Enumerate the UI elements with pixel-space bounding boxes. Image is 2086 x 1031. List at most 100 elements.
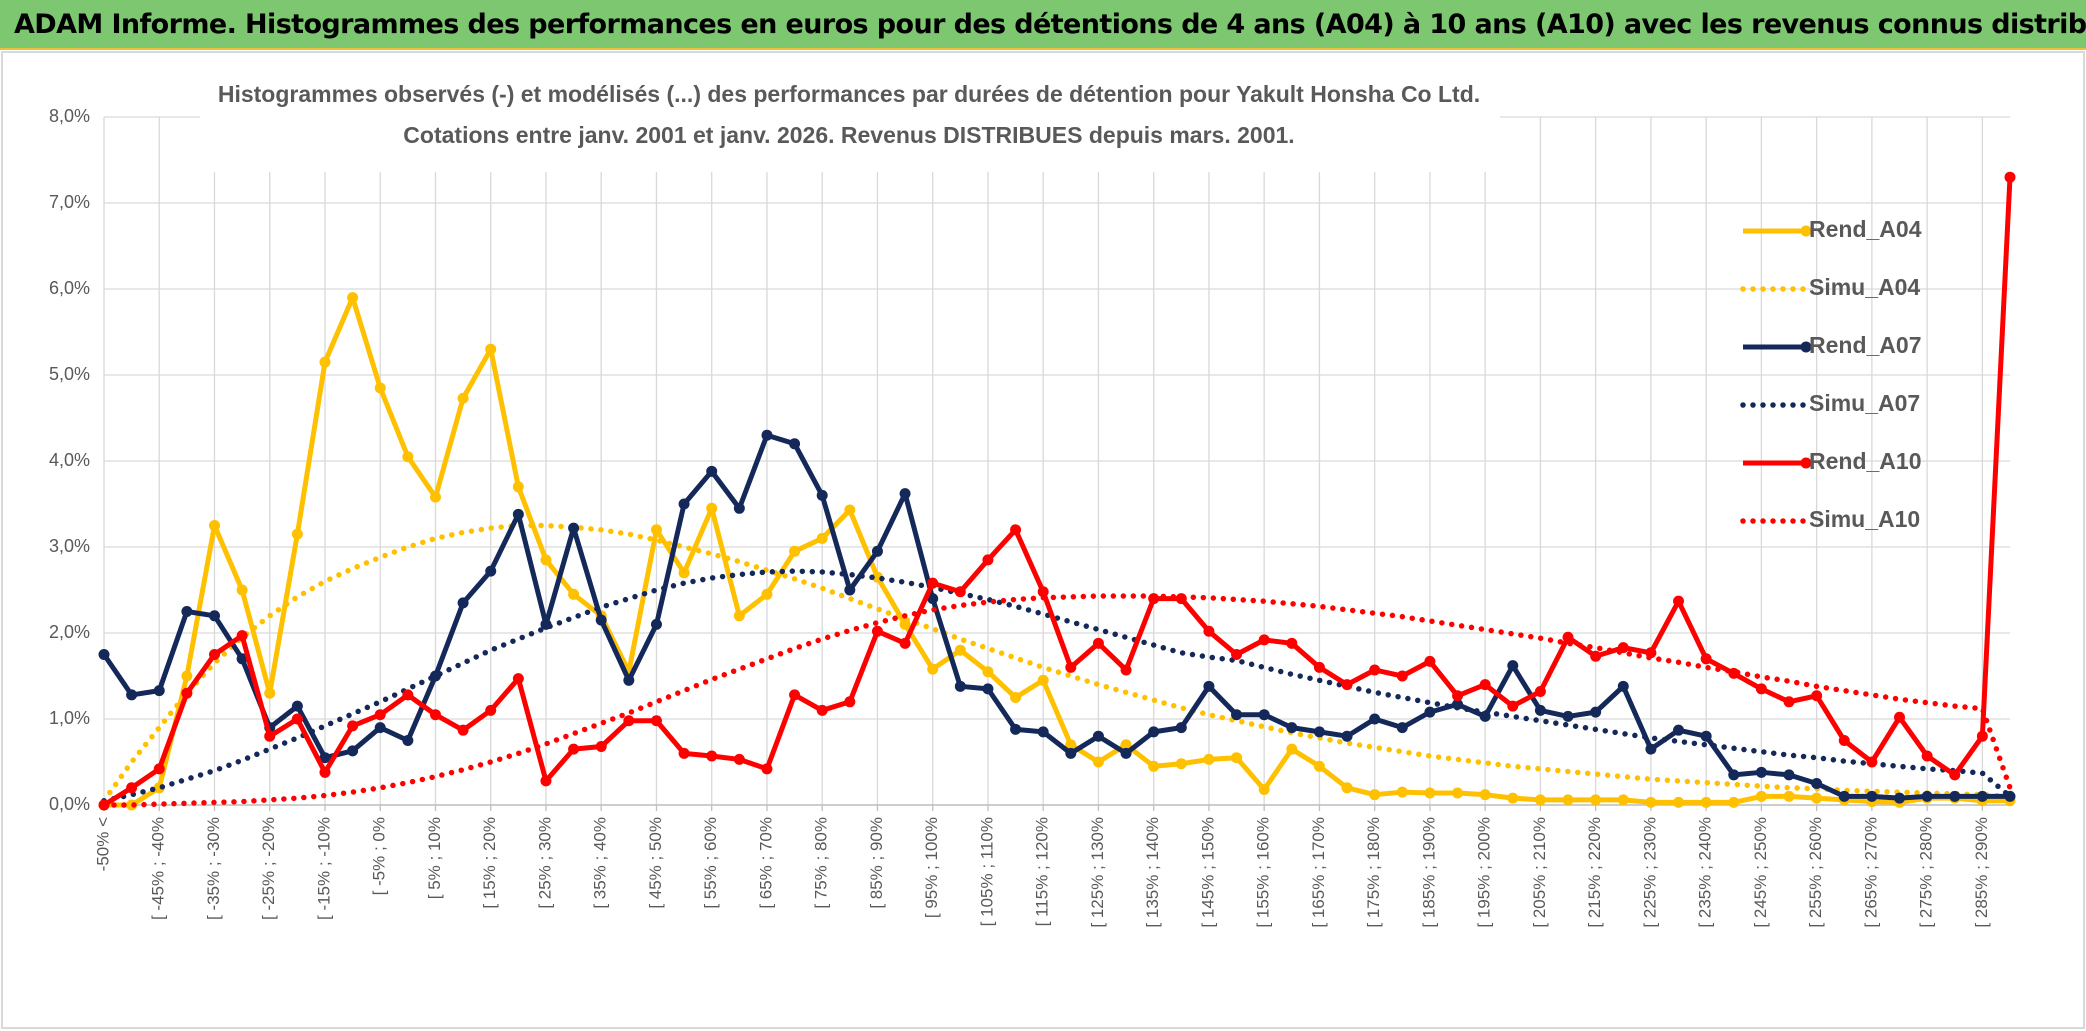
marker bbox=[789, 545, 801, 557]
marker bbox=[1507, 792, 1519, 804]
marker bbox=[761, 588, 773, 600]
marker bbox=[816, 532, 828, 544]
marker bbox=[1231, 709, 1243, 721]
x-tick-label: [ 15% ; 20% bbox=[480, 817, 499, 909]
marker bbox=[264, 687, 276, 699]
marker bbox=[650, 618, 662, 630]
marker bbox=[595, 614, 607, 626]
marker bbox=[1838, 790, 1850, 802]
x-tick-label: [ 65% ; 70% bbox=[756, 817, 775, 909]
x-tick-label: [ 185% ; 190% bbox=[1419, 817, 1438, 928]
marker bbox=[98, 649, 110, 660]
marker bbox=[1120, 747, 1132, 759]
x-tick-label: [ 55% ; 60% bbox=[701, 817, 720, 909]
marker bbox=[347, 292, 359, 304]
y-tick-label: 7,0% bbox=[49, 192, 90, 212]
x-tick-label: [ 205% ; 210% bbox=[1530, 817, 1549, 928]
marker bbox=[1258, 634, 1270, 646]
marker bbox=[568, 588, 580, 600]
marker bbox=[871, 545, 883, 557]
marker bbox=[844, 504, 856, 516]
x-tick-label: [ -45% ; -40% bbox=[149, 817, 168, 920]
marker bbox=[761, 429, 773, 441]
marker bbox=[568, 522, 580, 534]
marker bbox=[623, 674, 635, 686]
marker bbox=[1065, 739, 1077, 751]
marker bbox=[1866, 790, 1878, 802]
y-tick-label: 8,0% bbox=[49, 106, 90, 126]
chart-subtitle: Cotations entre janv. 2001 et janv. 2026… bbox=[403, 122, 1294, 148]
legend-marker bbox=[1800, 341, 1812, 353]
page-title: ADAM Informe. Histogrammes des performan… bbox=[14, 9, 2086, 40]
marker bbox=[1286, 743, 1298, 755]
marker bbox=[512, 481, 524, 493]
marker bbox=[871, 625, 883, 637]
legend-marker bbox=[1800, 457, 1812, 469]
marker bbox=[1562, 794, 1574, 806]
marker bbox=[1369, 664, 1381, 676]
marker bbox=[1534, 704, 1546, 716]
legend-label: Rend_A04 bbox=[1809, 216, 1922, 242]
marker bbox=[457, 392, 469, 404]
title-background bbox=[200, 76, 1500, 172]
marker bbox=[733, 753, 745, 765]
marker bbox=[402, 689, 414, 701]
marker bbox=[153, 763, 165, 775]
marker bbox=[954, 644, 966, 656]
marker bbox=[208, 520, 220, 531]
x-tick-label: [ 245% ; 250% bbox=[1751, 817, 1770, 928]
marker bbox=[1811, 690, 1823, 702]
marker bbox=[1645, 743, 1657, 755]
marker bbox=[236, 584, 248, 596]
x-tick-label: [ -25% ; -20% bbox=[259, 817, 278, 920]
y-tick-label: 4,0% bbox=[49, 450, 90, 470]
marker bbox=[982, 683, 994, 695]
marker bbox=[1203, 680, 1215, 692]
x-tick-label: -50% < bbox=[93, 817, 112, 871]
series-line bbox=[101, 593, 2013, 808]
series-line bbox=[101, 568, 2013, 804]
marker bbox=[1617, 794, 1629, 806]
marker bbox=[208, 649, 220, 660]
marker bbox=[927, 663, 939, 675]
marker bbox=[678, 567, 690, 579]
marker bbox=[954, 680, 966, 692]
marker bbox=[1369, 789, 1381, 801]
marker bbox=[1065, 747, 1077, 759]
x-tick-label: [ 125% ; 130% bbox=[1088, 817, 1107, 928]
marker bbox=[1369, 713, 1381, 725]
chart-title: Histogrammes observés (-) et modélisés (… bbox=[218, 81, 1480, 107]
marker bbox=[1728, 769, 1740, 781]
x-tick-label: [ 95% ; 100% bbox=[922, 817, 941, 918]
marker bbox=[1396, 670, 1408, 682]
marker bbox=[347, 720, 359, 732]
marker bbox=[512, 673, 524, 685]
marker bbox=[816, 489, 828, 501]
marker bbox=[1673, 595, 1685, 607]
marker bbox=[181, 670, 193, 682]
marker bbox=[982, 666, 994, 678]
marker bbox=[319, 766, 331, 778]
marker bbox=[402, 451, 414, 463]
legend-label: Simu_A07 bbox=[1809, 390, 1920, 416]
marker bbox=[1452, 787, 1464, 799]
marker bbox=[1811, 792, 1823, 804]
marker bbox=[568, 743, 580, 755]
x-tick-label: [ 75% ; 80% bbox=[812, 817, 831, 909]
marker bbox=[706, 750, 718, 762]
marker bbox=[181, 687, 193, 699]
marker bbox=[1590, 650, 1602, 662]
x-tick-label: [ 35% ; 40% bbox=[591, 817, 610, 909]
marker bbox=[1921, 750, 1933, 762]
marker bbox=[1755, 683, 1767, 695]
marker bbox=[1976, 790, 1988, 802]
marker bbox=[1037, 726, 1049, 738]
marker bbox=[1921, 790, 1933, 802]
marker bbox=[457, 724, 469, 736]
marker bbox=[319, 356, 331, 368]
header-bar: ADAM Informe. Histogrammes des performan… bbox=[0, 0, 2086, 50]
marker bbox=[208, 610, 220, 622]
marker bbox=[402, 735, 414, 746]
marker bbox=[1894, 711, 1906, 723]
x-tick-label: [ 115% ; 120% bbox=[1033, 817, 1052, 926]
